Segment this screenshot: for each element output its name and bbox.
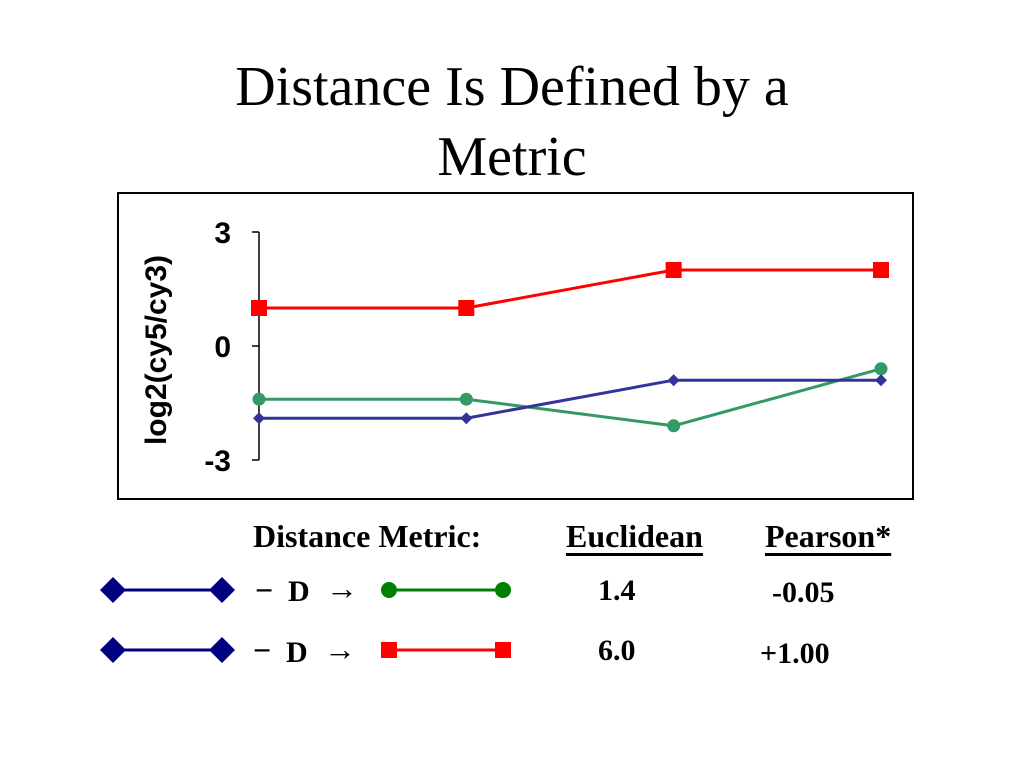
euclidean-header: Euclidean [566,518,703,554]
row2-euclidean-value: 6.0 [598,634,636,667]
chart-series [251,262,889,433]
data-point [460,412,473,425]
distance-metric-label: Distance Metric: [253,518,482,554]
series-line [259,367,882,428]
row-left-marker [100,577,126,603]
data-point [251,300,267,316]
row2-minus: − [253,632,272,668]
slide-title: Distance Is Defined by a Metric [0,52,1024,192]
data-point [873,262,889,278]
data-point [252,392,266,406]
series-line [259,268,881,310]
row2-pearson-value: +1.00 [760,637,830,670]
row1-minus: − [255,572,274,608]
row-right-marker [495,642,511,658]
row-left-marker [209,577,235,603]
data-point [667,374,680,387]
pearson-header: Pearson* [765,518,892,554]
row-right-marker [381,582,397,598]
data-point [665,262,682,278]
row2-d: D [286,636,308,669]
row1-arrow: → [326,570,358,606]
series-line [259,378,881,420]
row1-pearson-value: -0.05 [772,576,835,609]
row2-arrow: → [324,631,356,667]
y-tick-label: 3 [214,217,231,250]
data-point [874,362,888,376]
data-point [458,300,475,316]
row-right-marker [495,582,511,598]
data-point [667,419,681,433]
chart-frame [117,192,914,500]
y-tick-label: 0 [214,331,231,364]
data-point [875,374,887,387]
row-left-marker [209,637,235,663]
metric-row-glyphs [100,577,511,663]
slide-title-line2: Metric [437,126,587,188]
row-left-marker [100,637,126,663]
row-right-marker [381,642,397,658]
y-axis-ticks: 3 0 -3 [204,217,259,478]
row1-d: D [288,575,310,608]
y-axis-label: log2(cy5/cy3) [140,255,173,445]
slide-title-line1: Distance Is Defined by a [235,56,789,118]
row1-euclidean-value: 1.4 [598,574,636,607]
data-point [459,392,473,406]
y-tick-label: -3 [204,445,231,478]
data-point [253,412,265,425]
